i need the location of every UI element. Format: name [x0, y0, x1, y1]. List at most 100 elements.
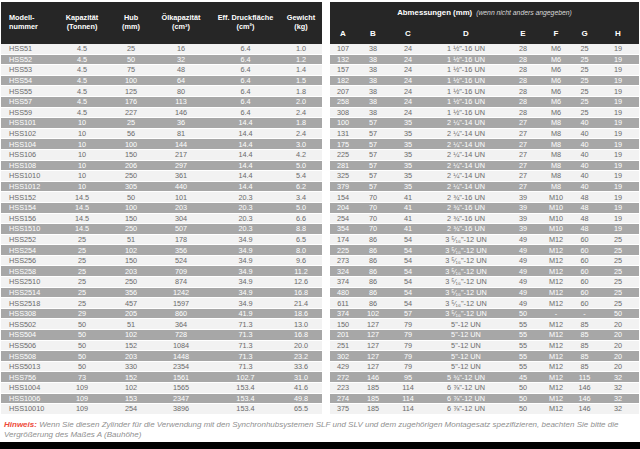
row-dimensions-section: 22586543 ⁵⁄₁₆"-12 UN49M126025 [330, 245, 639, 256]
cell-dim-f: M6 [540, 55, 572, 64]
cell-dim-f: M12 [540, 246, 572, 255]
cell-model: HSS102 [1, 129, 53, 138]
column-header-model: Modell- nummer [1, 14, 53, 31]
cell-model: HSS1010 [1, 171, 53, 180]
cell-dim-e: 39 [506, 193, 540, 202]
cell-weight: 3.4 [280, 193, 322, 202]
cell-capacity: 73 [53, 373, 111, 382]
cell-pressure-area: 34.9 [211, 235, 280, 244]
cell-dim-h: 25 [597, 267, 639, 276]
cell-pressure-area: 71.3 [211, 330, 280, 339]
row-dimensions-section: 30838241 ½"-16 UN28M62519 [330, 108, 639, 119]
column-header-oil-capacity: Ölkapazität (cm³) [151, 14, 211, 31]
cell-dim-f: M12 [540, 404, 572, 413]
cell-dim-e: 28 [506, 87, 540, 96]
cell-dim-g: 146 [572, 394, 597, 403]
cell-dim-a: 157 [330, 65, 356, 74]
cell-oil-capacity: 144 [151, 140, 211, 149]
cell-dim-a: 174 [330, 235, 356, 244]
cell-pressure-area: 34.9 [211, 299, 280, 308]
cell-dim-e: 49 [506, 277, 540, 286]
cell-dim-c: 41 [390, 193, 426, 202]
cell-capacity: 25 [53, 235, 111, 244]
cell-weight: 23.2 [280, 352, 322, 361]
cell-dim-a: 480 [330, 288, 356, 297]
cell-oil-capacity: 32 [151, 55, 211, 64]
cell-stroke: 100 [111, 140, 151, 149]
cell-dim-h: 19 [597, 182, 639, 191]
cell-oil-capacity: 203 [151, 203, 211, 212]
cell-model: HSS5013 [1, 362, 53, 371]
cell-dim-b: 70 [356, 224, 390, 233]
cell-dim-f: M8 [540, 129, 572, 138]
cell-dim-b: 127 [356, 362, 390, 371]
column-header-capacity: Kapazität (Tonnen) [53, 14, 111, 31]
cell-dim-d: 1 ½"-16 UN [426, 87, 506, 96]
row-specs-section: HSS10041091021565153.441.6 [1, 383, 322, 394]
cell-stroke: 75 [111, 65, 151, 74]
cell-dim-h: 19 [597, 203, 639, 212]
cell-capacity: 50 [53, 352, 111, 361]
row-specs-section: HSS50850203144871.323.2 [1, 351, 322, 362]
cell-dim-g: 60 [572, 256, 597, 265]
cell-dim-c: 24 [390, 55, 426, 64]
row-dimensions-section: 15738241 ½"-16 UN28M62519 [330, 65, 639, 76]
cell-dim-g: 60 [572, 267, 597, 276]
cell-pressure-area: 6.4 [211, 44, 280, 53]
cell-dim-d: 1 ½"-16 UN [426, 44, 506, 53]
row-dimensions-section: 25838241 ½"-16 UN28M62519 [330, 97, 639, 108]
cell-model: HSS756 [1, 373, 53, 382]
cell-dim-d: 2 ¼"-14 UN [426, 140, 506, 149]
cell-stroke: 205 [111, 309, 151, 318]
table-row: HSS15614.515030420.36.625470412 ¾"-16 UN… [0, 214, 640, 225]
row-dimensions-section: 13238241 ½"-16 UN28M62519 [330, 55, 639, 66]
row-dimensions-section: 251127795"-12 UN55M128520 [330, 341, 639, 352]
table-row: HSS2562515052434.99.627386543 ⁵⁄₁₆"-12 U… [0, 256, 640, 267]
cell-dim-d: 5"-12 UN [426, 341, 506, 350]
cell-weight: 12.6 [280, 277, 322, 286]
cell-pressure-area: 6.4 [211, 55, 280, 64]
cell-dim-f: M12 [540, 352, 572, 361]
cell-dim-f: M8 [540, 140, 572, 149]
cell-capacity: 4.5 [53, 97, 111, 106]
cell-capacity: 109 [53, 394, 111, 403]
cell-dim-d: 3 ⁵⁄₁₆"-12 UN [426, 246, 506, 255]
cell-oil-capacity: 1242 [151, 288, 211, 297]
cell-weight: 2.4 [280, 108, 322, 117]
cell-dim-h: 25 [597, 256, 639, 265]
cell-dim-b: 57 [356, 182, 390, 191]
cell-weight: 1.4 [280, 65, 322, 74]
cell-dim-b: 70 [356, 193, 390, 202]
cell-model: HSS2514 [1, 288, 53, 297]
row-specs-section: HSS514.525166.41.0 [1, 44, 322, 55]
cell-dim-g: 25 [572, 55, 597, 64]
cell-dim-g: 48 [572, 214, 597, 223]
cell-dim-a: 225 [330, 246, 356, 255]
cell-stroke: 25 [111, 44, 151, 53]
row-specs-section: HSS544.5100646.41.5 [1, 76, 322, 87]
cell-dim-g: 85 [572, 362, 597, 371]
cell-dim-b: 70 [356, 203, 390, 212]
cell-dim-d: 2 ¾"-16 UN [426, 224, 506, 233]
cell-dim-h: 19 [597, 193, 639, 202]
cell-dim-e: 50 [506, 383, 540, 392]
row-specs-section: HSS15614.515030420.36.6 [1, 214, 322, 225]
row-specs-section: HSS2582520370934.911.2 [1, 266, 322, 277]
column-header-c: C [390, 29, 426, 38]
cell-dim-d: 6 ⅞"-12 UN [426, 404, 506, 413]
cell-weight: 16.8 [280, 330, 322, 339]
cell-dim-g: 60 [572, 277, 597, 286]
row-dimensions-section: 28157352 ¼"-14 UN27M84019 [330, 161, 639, 172]
cell-weight: 1.5 [280, 76, 322, 85]
cell-dim-e: 27 [506, 182, 540, 191]
row-specs-section: HSS554.5125806.41.8 [1, 86, 322, 97]
cell-dim-f: M8 [540, 150, 572, 159]
cell-oil-capacity: 1597 [151, 299, 211, 308]
cell-dim-h: 19 [597, 224, 639, 233]
cell-pressure-area: 34.9 [211, 246, 280, 255]
cell-dim-a: 374 [330, 309, 356, 318]
cell-pressure-area: 6.4 [211, 65, 280, 74]
cell-dim-a: 223 [330, 383, 356, 392]
row-dimensions-section: 272146955 ¾"-12 UN45M1211532 [330, 372, 639, 383]
cell-dim-b: 57 [356, 171, 390, 180]
